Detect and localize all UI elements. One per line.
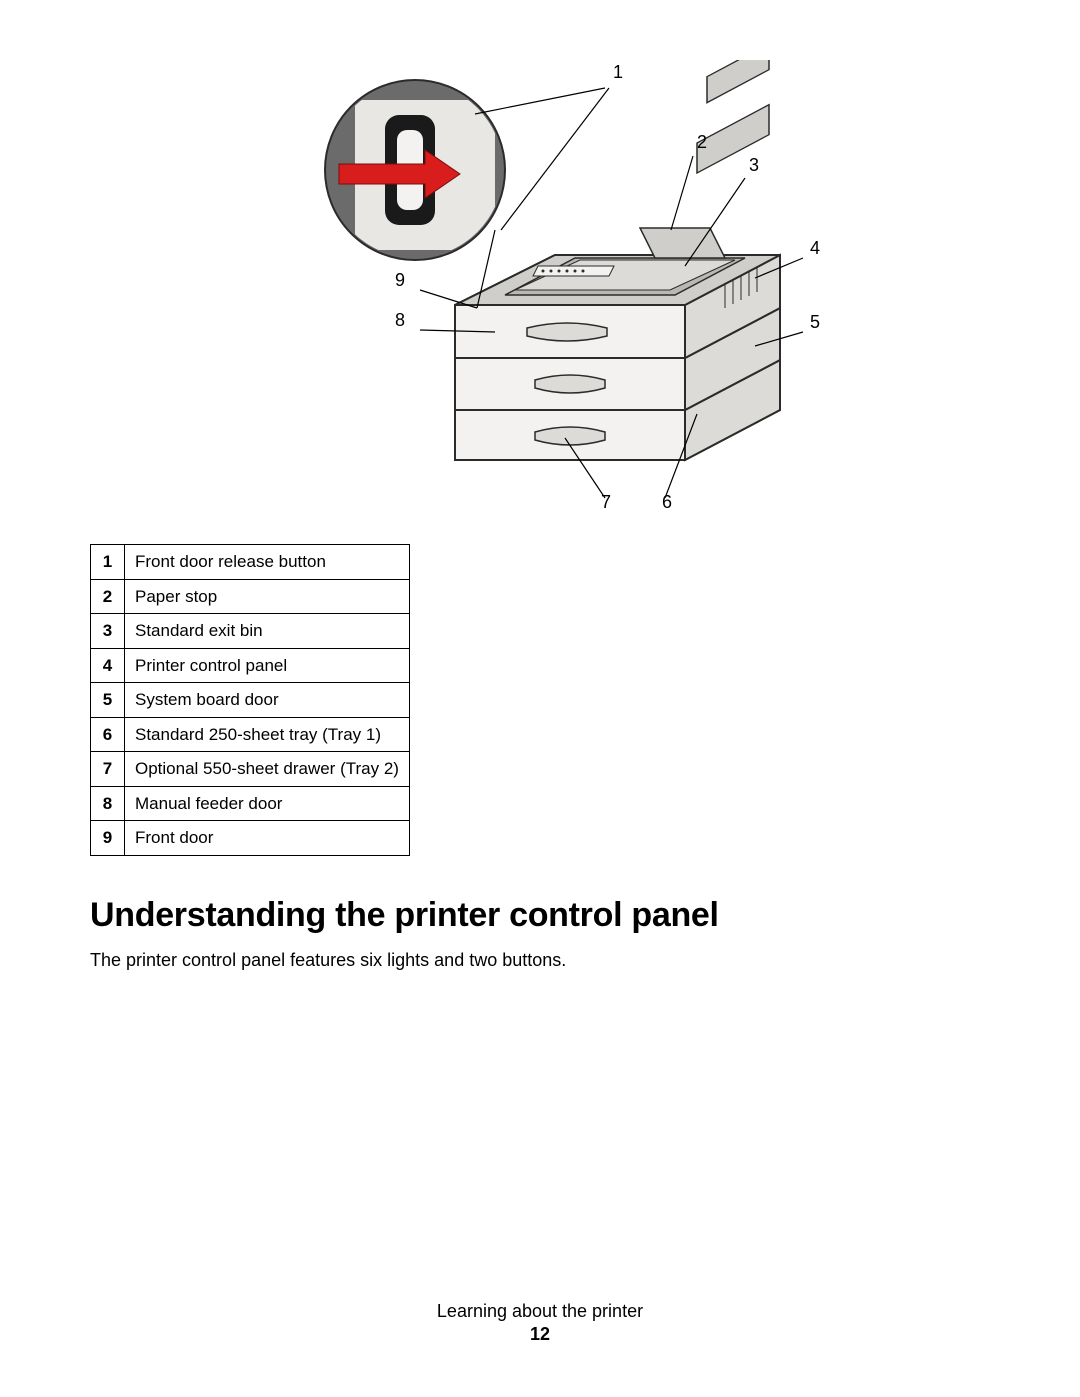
table-row: 1Front door release button — [91, 545, 410, 580]
part-number: 5 — [91, 683, 125, 718]
table-row: 9Front door — [91, 821, 410, 856]
part-number: 1 — [91, 545, 125, 580]
table-row: 7Optional 550-sheet drawer (Tray 2) — [91, 752, 410, 787]
section-heading: Understanding the printer control panel — [90, 896, 990, 935]
callout-5: 5 — [810, 312, 820, 332]
table-row: 3Standard exit bin — [91, 614, 410, 649]
part-description: Paper stop — [125, 579, 410, 614]
table-row: 6Standard 250-sheet tray (Tray 1) — [91, 717, 410, 752]
callout-1: 1 — [613, 62, 623, 82]
callout-6: 6 — [662, 492, 672, 512]
part-description: System board door — [125, 683, 410, 718]
part-number: 4 — [91, 648, 125, 683]
part-description: Optional 550-sheet drawer (Tray 2) — [125, 752, 410, 787]
part-description: Printer control panel — [125, 648, 410, 683]
part-number: 8 — [91, 786, 125, 821]
callout-7: 7 — [601, 492, 611, 512]
part-description: Front door release button — [125, 545, 410, 580]
table-row: 2Paper stop — [91, 579, 410, 614]
part-number: 7 — [91, 752, 125, 787]
footer-chapter-title: Learning about the printer — [0, 1301, 1080, 1322]
table-row: 5System board door — [91, 683, 410, 718]
table-row: 8Manual feeder door — [91, 786, 410, 821]
manual-page: 1 2 3 4 5 6 7 8 9 1Front door release bu… — [0, 0, 1080, 1397]
part-number: 3 — [91, 614, 125, 649]
footer-page-number: 12 — [0, 1324, 1080, 1345]
part-description: Manual feeder door — [125, 786, 410, 821]
callout-8: 8 — [395, 310, 405, 330]
printer-parts-diagram: 1 2 3 4 5 6 7 8 9 — [255, 60, 825, 520]
part-description: Standard exit bin — [125, 614, 410, 649]
callout-2: 2 — [697, 132, 707, 152]
part-number: 6 — [91, 717, 125, 752]
part-description: Standard 250-sheet tray (Tray 1) — [125, 717, 410, 752]
table-row: 4Printer control panel — [91, 648, 410, 683]
body-paragraph: The printer control panel features six l… — [90, 947, 990, 974]
part-number: 9 — [91, 821, 125, 856]
callout-4: 4 — [810, 238, 820, 258]
page-footer: Learning about the printer 12 — [0, 1301, 1080, 1345]
parts-legend-table: 1Front door release button 2Paper stop 3… — [90, 544, 410, 856]
part-description: Front door — [125, 821, 410, 856]
printer-body-illustration — [455, 60, 780, 460]
callout-3: 3 — [749, 155, 759, 175]
part-number: 2 — [91, 579, 125, 614]
callout-9: 9 — [395, 270, 405, 290]
